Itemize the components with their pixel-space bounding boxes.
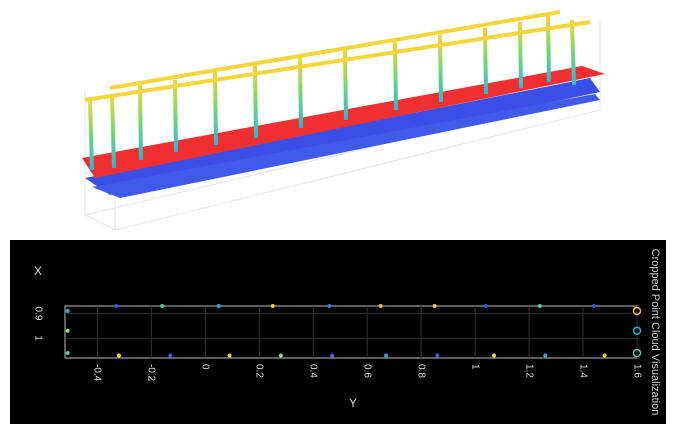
point — [168, 354, 172, 358]
x-tick-label: -0.2 — [146, 364, 157, 382]
point — [271, 304, 275, 308]
chart-title: Cropped Point Cloud Visualization — [649, 249, 661, 416]
point — [217, 304, 221, 308]
point — [379, 304, 383, 308]
point — [436, 354, 440, 358]
point — [603, 354, 607, 358]
x-tick-label: 0.4 — [308, 364, 319, 378]
point — [114, 304, 118, 308]
point — [328, 304, 332, 308]
point — [66, 351, 70, 355]
y-tick-label: 0.9 — [32, 306, 43, 320]
x-tick-label: 0.2 — [254, 364, 265, 378]
point — [117, 354, 121, 358]
x-tick-label: 1 — [469, 364, 480, 370]
x-tick-label: 0.8 — [416, 364, 427, 378]
plot-background — [10, 240, 666, 424]
point — [330, 354, 334, 358]
x-axis-label: Y — [349, 396, 357, 410]
point — [492, 354, 496, 358]
point — [228, 354, 232, 358]
x-tick-label: 0.6 — [362, 364, 373, 378]
x-tick-label: 1.4 — [577, 364, 588, 378]
point — [543, 354, 547, 358]
point — [484, 304, 488, 308]
point — [433, 304, 437, 308]
point-cloud-3d — [0, 0, 676, 236]
chart: Cropped Point Cloud Visualization Y X -0… — [0, 236, 676, 424]
x-tick-label: 0 — [200, 364, 211, 370]
point — [592, 304, 596, 308]
y-axis-label: X — [34, 264, 42, 278]
point — [538, 304, 542, 308]
x-tick-label: 1.6 — [631, 364, 642, 378]
x-tick-label: -0.4 — [92, 364, 103, 382]
y-tick-label: 1 — [32, 335, 43, 341]
x-tick-label: 1.2 — [523, 364, 534, 378]
point — [384, 354, 388, 358]
point — [279, 354, 283, 358]
point — [160, 304, 164, 308]
point — [66, 309, 70, 313]
point — [66, 329, 70, 333]
